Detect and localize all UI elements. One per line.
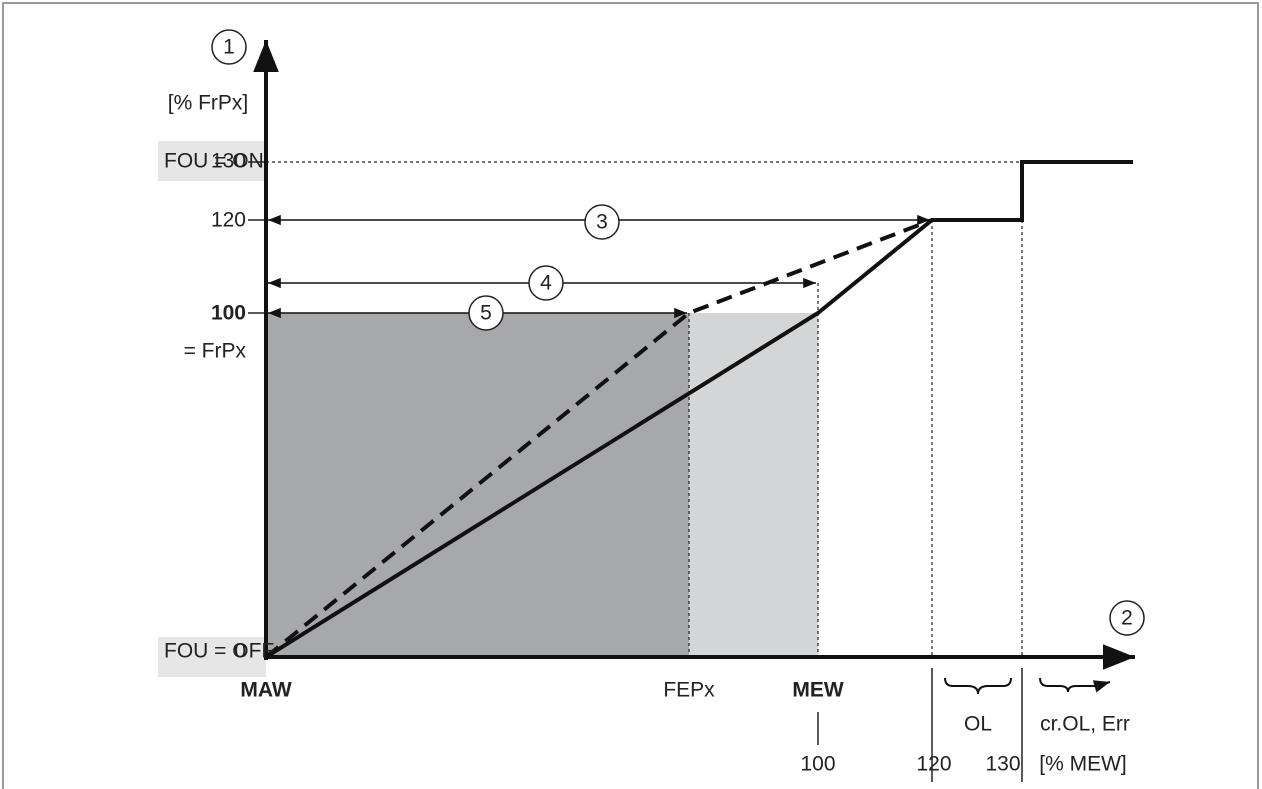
tick-label: 120 (916, 753, 951, 776)
range-label: OL (964, 713, 992, 736)
guide-lines (266, 161, 1023, 657)
axes (253, 40, 1135, 670)
circles (211, 29, 1145, 636)
range-label: cr.OL, Err (1040, 713, 1130, 736)
tick-label: 130 (211, 150, 246, 173)
on-box (158, 141, 266, 181)
tick-label: 0 (234, 640, 246, 663)
light-area (689, 313, 818, 657)
on-state: FOU = ON (164, 150, 264, 173)
tick-note: = FrPx (184, 340, 247, 363)
x-label: MAW (240, 679, 292, 702)
labels: 1 [% FrPx] FOU = ON 130 120 100 = FrPx F… (164, 36, 1133, 776)
tick-label: 100 (211, 302, 246, 325)
off-state: FOU = OFF (164, 640, 274, 663)
curve-solid (264, 160, 1133, 659)
tick-label: 130 (985, 753, 1020, 776)
callout: 5 (480, 302, 492, 325)
x-unit: [% MEW] (1039, 753, 1127, 776)
curve-dashed (264, 218, 933, 659)
callout: 3 (596, 211, 608, 234)
off-box (158, 637, 266, 677)
marker: 1 (223, 36, 235, 59)
ticks (248, 161, 1023, 782)
tick-label: 120 (211, 209, 246, 232)
marker: 2 (1121, 607, 1133, 630)
x-label: FEPx (663, 679, 715, 702)
braces (944, 677, 1111, 695)
tick-label: 100 (800, 753, 835, 776)
x-label: MEW (792, 679, 844, 702)
y-unit: [% FrPx] (168, 92, 249, 115)
callout: 4 (540, 272, 552, 295)
